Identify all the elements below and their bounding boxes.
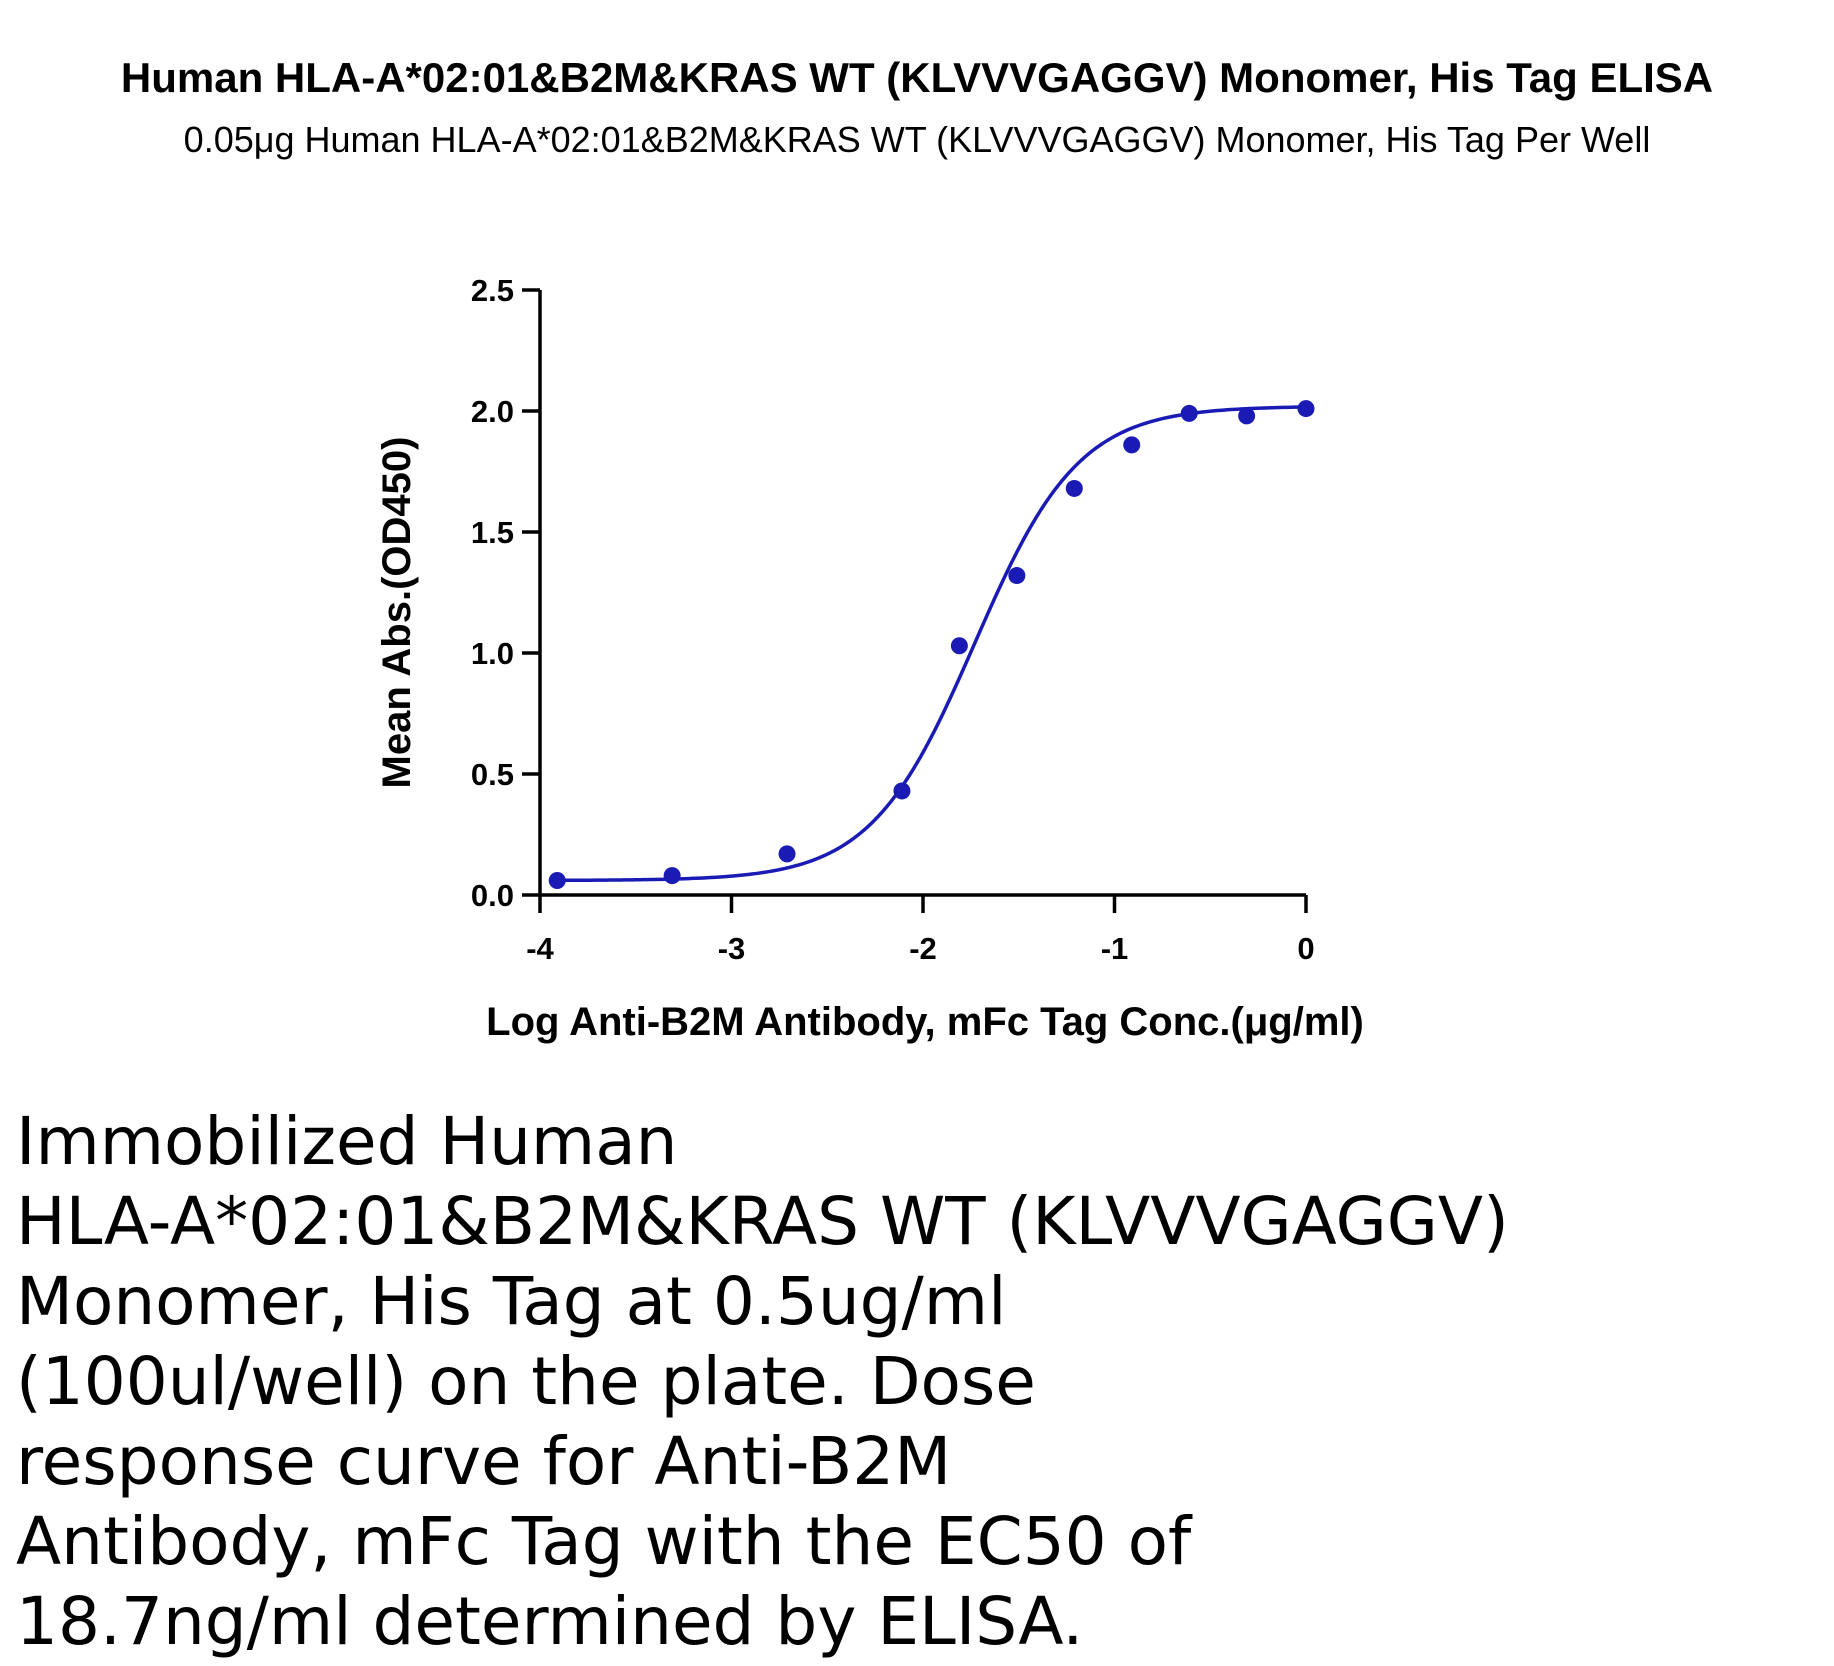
- chart: Human HLA-A*02:01&B2M&KRAS WT (KLVVVGAGG…: [121, 54, 1713, 1044]
- data-point: [1238, 407, 1256, 425]
- data-point: [1065, 479, 1083, 497]
- y-tick-label: 2.5: [471, 273, 514, 308]
- figure-caption: Immobilized Human HLA-A*02:01&B2M&KRAS W…: [16, 1103, 1509, 1660]
- x-axis-label: Log Anti-B2M Antibody, mFc Tag Conc.(μg/…: [486, 1000, 1364, 1044]
- chart-title: Human HLA-A*02:01&B2M&KRAS WT (KLVVVGAGG…: [121, 54, 1713, 101]
- x-tick-label: -4: [526, 931, 554, 966]
- data-point: [893, 782, 911, 800]
- data-point: [1123, 436, 1141, 454]
- data-point: [663, 867, 681, 885]
- data-points: [548, 400, 1315, 889]
- x-tick-label: 0: [1297, 931, 1314, 966]
- chart-subtitle: 0.05μg Human HLA-A*02:01&B2M&KRAS WT (KL…: [184, 119, 1651, 160]
- x-axis: -4 -3 -2 -1 0: [526, 893, 1315, 966]
- data-point: [1008, 567, 1026, 585]
- y-tick-label: 1.5: [471, 515, 514, 550]
- x-tick-label: -2: [909, 931, 937, 966]
- data-point: [950, 637, 968, 655]
- y-tick-label: 1.0: [471, 636, 514, 671]
- y-axis: 0.0 0.5 1.0 1.5 2.0 2.5: [471, 273, 542, 913]
- x-tick-label: -1: [1101, 931, 1129, 966]
- data-point: [1180, 404, 1198, 422]
- x-tick-label: -3: [718, 931, 746, 966]
- y-tick-label: 0.0: [471, 878, 514, 913]
- y-tick-label: 2.0: [471, 394, 514, 429]
- y-tick-label: 0.5: [471, 757, 514, 792]
- fit-curve: [557, 405, 1307, 883]
- data-point: [1297, 400, 1315, 418]
- y-axis-label: Mean Abs.(OD450): [375, 437, 419, 789]
- data-point: [548, 871, 566, 889]
- data-point: [778, 845, 796, 863]
